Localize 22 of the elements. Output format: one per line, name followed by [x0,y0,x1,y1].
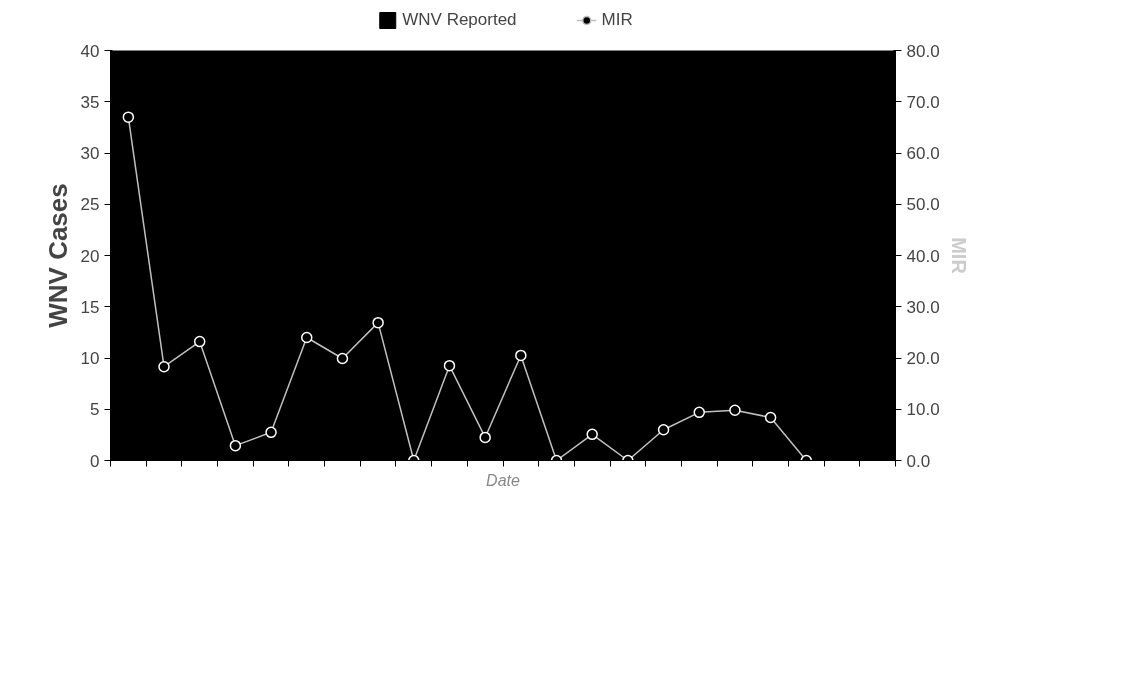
y-tick-label: 5 [90,400,100,420]
y-tick-label: 35 [80,92,100,112]
y-tick-label: 20 [80,246,100,266]
y2-tick-label: 20.0 [906,349,940,368]
y2-tick-label: 60.0 [906,144,940,163]
y2-tick-label: 10.0 [906,400,940,420]
x-axis-title: Date [486,471,520,489]
legend-label: WNV Reported [402,10,517,30]
y2-tick-label: 50.0 [906,195,940,215]
y2-tick-label: 0.0 [906,451,931,471]
y-tick-label: 10 [80,349,100,368]
y-tick-label: 30 [80,144,100,163]
y2-tick-label: 40.0 [906,246,940,266]
y2-tick-label: 70.0 [906,92,940,112]
y-tick-label: 15 [80,297,100,317]
y-tick-label: 40 [80,41,100,61]
y2-tick-label: 30.0 [906,297,940,317]
legend-label: MIR [601,10,633,30]
y-tick-label: 0 [90,451,100,471]
y-tick-label: 25 [80,195,100,215]
y2-tick-label: 80.0 [906,41,940,61]
y-axis-title: WNV Cases [42,183,73,328]
